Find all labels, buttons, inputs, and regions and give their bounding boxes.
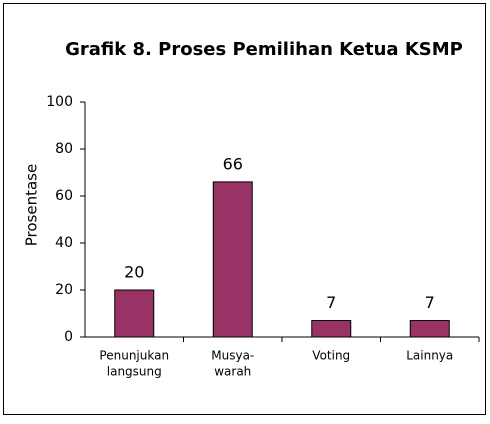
value-label: 20 [124,263,144,282]
y-axis-label: Prosentase [23,164,41,246]
value-label: 66 [223,154,243,173]
x-tick-label: Voting [312,349,350,363]
y-tick-label: 0 [64,329,73,345]
y-tick-label: 100 [46,94,73,110]
bar [311,320,352,338]
y-tick-label: 20 [55,282,73,298]
x-tick-label: Lainnya [406,349,453,363]
x-tick-label: langsung [107,365,162,379]
bar [114,289,155,338]
value-label: 7 [326,293,336,312]
bar [409,320,450,338]
chart-title: Grafik 8. Proses Pemilihan Ketua KSMP [65,39,463,60]
value-label: 7 [425,293,435,312]
x-tick-label: Penunjukan [99,349,169,363]
x-tick-label: warah [214,365,251,379]
y-tick-label: 40 [55,235,73,251]
y-tick-label: 80 [55,141,73,157]
bar [212,181,253,338]
y-tick-label: 60 [55,188,73,204]
x-tick-label: Musya- [211,349,254,363]
